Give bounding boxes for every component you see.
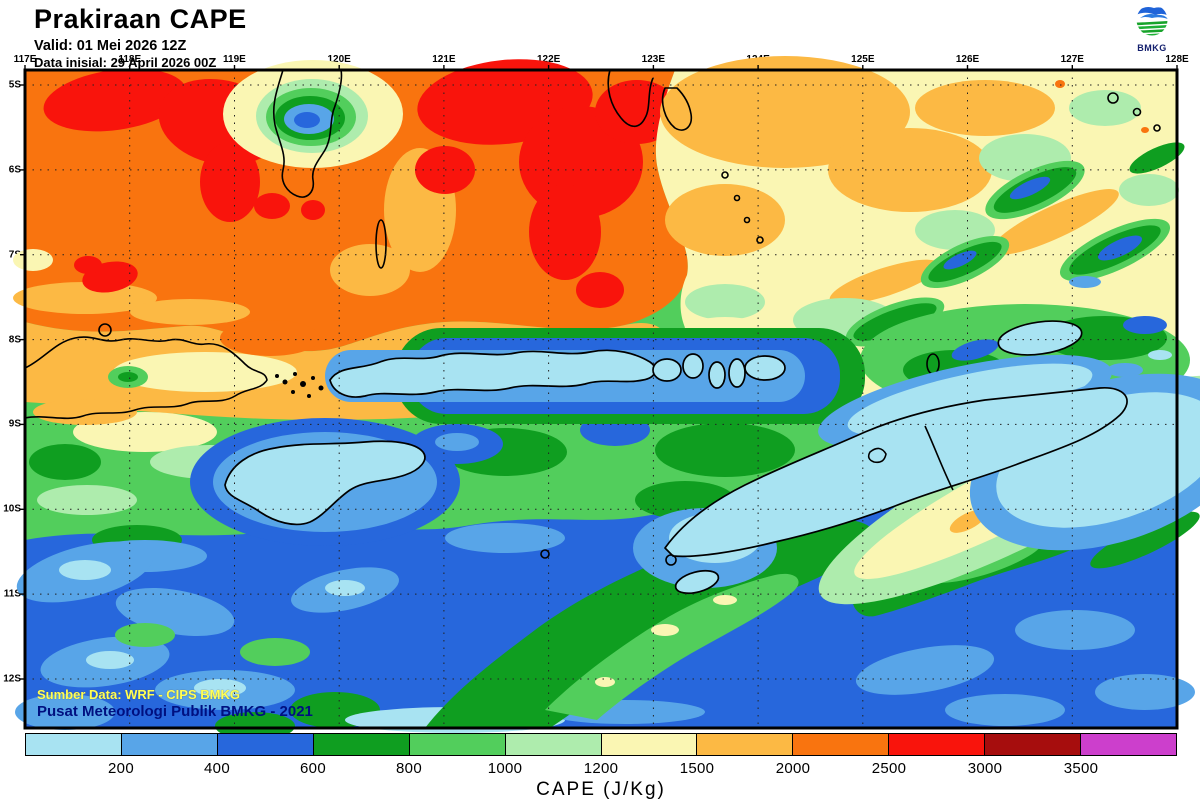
valid-time-label: Valid: 01 Mei 2026 12Z (34, 38, 187, 54)
legend-segment (505, 734, 602, 755)
bmkg-logo-icon (1136, 4, 1168, 36)
legend-segment (217, 734, 314, 755)
lon-tick-label: 125E (851, 54, 875, 65)
legend-tick-label: 1500 (679, 760, 715, 777)
legend-segment (409, 734, 506, 755)
legend-tick-label: 600 (300, 760, 326, 777)
lon-tick-label: 122E (536, 54, 561, 65)
lon-tick-label: 120E (327, 54, 351, 65)
legend-tick-label: 200 (108, 760, 134, 777)
lat-tick-label: 6S (8, 164, 21, 176)
legend-segment (26, 734, 122, 755)
lon-tick-label: 118E (118, 54, 142, 65)
legend-tick-label: 1000 (487, 760, 523, 777)
cape-contour-field (13, 56, 1200, 740)
legend-segment (889, 734, 986, 755)
legend-tick-label: 800 (396, 760, 422, 777)
komodo-islets (275, 372, 324, 398)
lon-tick-label: 121E (432, 54, 456, 65)
legend-tick-label: 2500 (871, 760, 907, 777)
color-scale-bar (25, 733, 1177, 756)
page-title: Prakiraan CAPE (34, 4, 247, 34)
lat-tick-label: 10S (3, 503, 21, 515)
legend-segment (697, 734, 794, 755)
lat-tick-label: 11S (3, 588, 21, 600)
lat-tick-label: 7S (8, 249, 21, 261)
lon-tick-label: 119E (223, 54, 246, 65)
map-credits: Sumber Data: WRF - CIPS BMKG Pusat Meteo… (37, 686, 313, 720)
lat-tick-label: 12S (3, 673, 21, 685)
field-eye-feature (223, 60, 403, 168)
lon-tick-label: 117E (13, 54, 37, 65)
color-scale-legend: 200 400 600 800 1000 1200 1500 2000 2500 3000 3500… (25, 733, 1177, 800)
legend-segment (985, 734, 1082, 755)
legend-title: CAPE (J/Kg) (536, 779, 666, 800)
source-data-label: Sumber Data: WRF - CIPS BMKG (37, 686, 240, 702)
legend-segment (121, 734, 218, 755)
graticule (25, 70, 1177, 728)
lon-tick-label: 123E (641, 54, 666, 65)
lon-tick-label: 126E (955, 54, 980, 65)
legend-tick-label: 2000 (775, 760, 811, 777)
legend-tick-label: 3500 (1063, 760, 1099, 777)
legend-segment (601, 734, 698, 755)
bmkg-logo: BMKG (1128, 3, 1176, 53)
map-frame (23, 68, 1179, 730)
lat-tick-label: 8S (8, 334, 21, 346)
legend-tick-label: 3000 (967, 760, 1003, 777)
lon-tick-label: 127E (1060, 54, 1084, 65)
lon-tick-label: 128E (1165, 54, 1189, 65)
legend-tick-label: 400 (204, 760, 230, 777)
producer-label: Pusat Meteorologi Publik BMKG - 2021 (37, 702, 313, 720)
lat-tick-label: 9S (8, 418, 21, 430)
bmkg-logo-text: BMKG (1137, 43, 1167, 53)
legend-segment (793, 734, 890, 755)
cape-map: Sumber Data: WRF - CIPS BMKG Pusat Meteo… (13, 56, 1200, 740)
lat-tick-label: 5S (8, 79, 21, 91)
legend-segment (1081, 734, 1177, 755)
init-time-label: Data inisial: 29 April 2026 00Z (34, 55, 217, 70)
legend-segment (313, 734, 410, 755)
legend-tick-label: 1200 (583, 760, 619, 777)
header: Prakiraan CAPE Valid: 01 Mei 2026 12Z Da… (34, 4, 247, 70)
islands (24, 69, 1200, 595)
